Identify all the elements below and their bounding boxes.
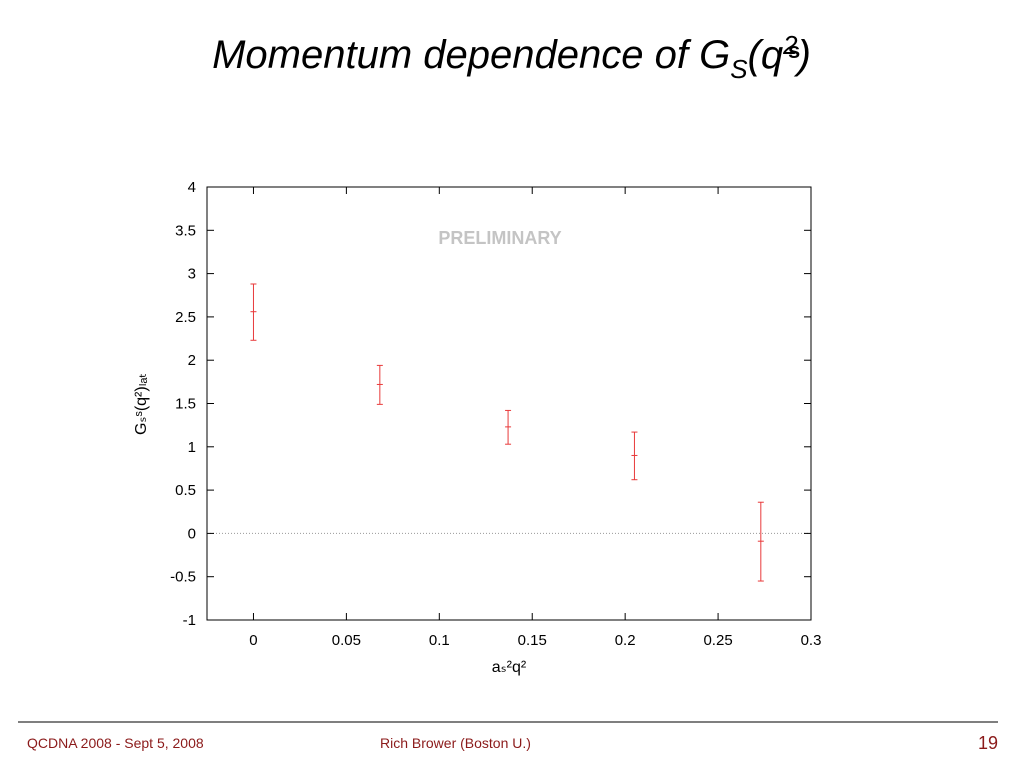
x-tick-label: 0.15 [518,632,547,649]
data-point [505,409,512,445]
data-points [250,283,764,582]
x-tick-label: 0.25 [703,632,732,649]
footer-page-number: 19 [977,733,998,753]
data-point [631,431,638,481]
plot-frame [206,186,812,621]
y-axis-label-text: Gₛˢ(q²)ₗₐₜ [133,373,150,435]
title-s-mark: s [788,38,801,63]
y-tick-label: 0 [188,525,196,542]
x-axis-ticks: 0 0.05 0.1 0.15 0.2 0.25 0.3 [249,187,821,649]
y-tick-label: 1 [188,439,196,456]
y-tick-label: -1 [183,612,196,629]
x-tick-label: 0.05 [332,632,361,649]
title-subscript: S [730,54,748,84]
x-axis-label-text: aₛ²q² [492,659,527,676]
y-tick-label: -0.5 [170,569,196,586]
preliminary-label: PRELIMINARY [438,228,561,248]
y-tick-label: 1.5 [175,396,196,413]
y-tick-label: 2.5 [175,309,196,326]
x-tick-label: 0.3 [801,632,822,649]
data-point [376,364,383,405]
y-axis-ticks: 4 3.5 3 2.5 2 1.5 1 0.5 0 -0.5 -1 [170,179,811,629]
x-tick-label: 0 [249,632,257,649]
data-point [757,501,764,582]
x-tick-label: 0.2 [615,632,636,649]
footer-conference: QCDNA 2008 - Sept 5, 2008 [27,735,204,751]
title-main: Momentum dependence of G [212,33,731,77]
title-mid: (q [747,33,784,77]
x-axis-label: aₛ²q² [492,659,527,676]
title-end: ) [797,33,811,77]
y-tick-label: 3 [188,266,196,283]
y-axis-label: Gₛˢ(q²)ₗₐₜ [133,373,150,435]
y-tick-label: 3.5 [175,222,196,239]
slide-title: Momentum dependence of GS(q2) [0,30,1023,85]
data-point [250,283,257,341]
y-tick-label: 0.5 [175,482,196,499]
y-tick-label: 2 [188,352,196,369]
footer-author: Rich Brower (Boston U.) [380,735,531,751]
footer-divider [18,721,998,723]
title-superscript: 2 [783,30,798,60]
x-tick-label: 0.1 [429,632,450,649]
y-tick-label: 4 [188,179,196,196]
